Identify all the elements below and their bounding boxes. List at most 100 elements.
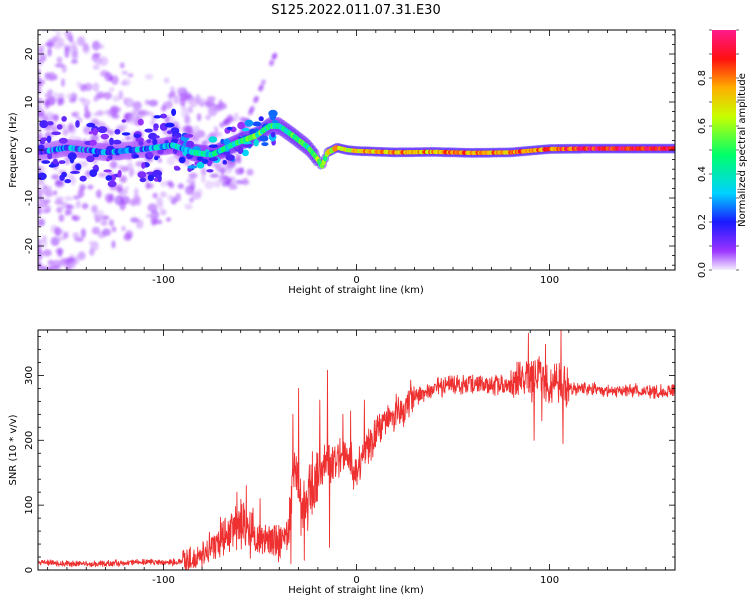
noise-blob: [51, 270, 60, 277]
noise-blob: [166, 217, 171, 222]
noise-blob: [72, 215, 81, 221]
signal-blob: [144, 128, 153, 133]
signal-blob: [89, 139, 97, 146]
noise-blob: [38, 57, 44, 67]
noise-blob: [35, 272, 44, 281]
noise-blob: [38, 244, 42, 253]
noise-blob: [38, 104, 43, 111]
noise-blob: [148, 99, 158, 107]
noise-blob: [177, 183, 185, 190]
signal-blob: [46, 135, 52, 143]
noise-blob: [77, 251, 86, 261]
noise-blob: [216, 168, 226, 173]
noise-blob: [146, 183, 154, 189]
noise-blob: [51, 174, 60, 180]
noise-blob: [188, 197, 195, 203]
signal-blob: [164, 122, 175, 128]
noise-blob: [187, 97, 194, 105]
noise-blob: [64, 196, 73, 201]
x-tick-label: 0: [353, 575, 359, 586]
signal-blob: [103, 169, 112, 173]
signal-blob: [139, 177, 147, 183]
noise-blob: [65, 209, 73, 216]
noise-blob: [38, 238, 41, 245]
noise-blob: [55, 180, 63, 185]
noise-blob: [38, 207, 43, 216]
noise-blob: [38, 110, 45, 118]
signal-blob: [237, 146, 244, 155]
noise-blob: [47, 89, 53, 95]
noise-blob: [116, 184, 123, 192]
noise-blob: [104, 72, 113, 82]
signal-blob: [64, 179, 72, 184]
noise-blob: [209, 173, 219, 178]
noise-blob: [52, 259, 61, 269]
noise-blob: [191, 191, 202, 200]
signal-blob: [153, 127, 158, 131]
noise-blob: [130, 217, 139, 223]
noise-blob: [193, 125, 200, 134]
noise-blob: [38, 51, 45, 58]
noise-blob: [58, 214, 65, 222]
signal-blob: [202, 158, 209, 164]
noise-blob: [166, 156, 176, 166]
noise-blob: [150, 214, 157, 219]
noise-blob: [38, 44, 45, 52]
noise-blob: [41, 15, 46, 25]
noise-blob: [53, 190, 58, 196]
noise-blob: [121, 225, 126, 232]
noise-blob: [246, 168, 254, 176]
noise-blob: [87, 184, 94, 190]
signal-blob: [92, 166, 99, 170]
signal-blob: [97, 126, 108, 134]
signal-blob: [86, 122, 96, 128]
signal-blob: [183, 133, 194, 138]
noise-blob: [57, 248, 63, 258]
noise-blob: [76, 200, 81, 209]
signal-blob: [58, 137, 68, 144]
noise-blob: [92, 82, 100, 92]
y-tick-label: 300: [24, 366, 35, 385]
signal-blob: [52, 158, 58, 165]
noise-blob: [138, 110, 149, 116]
signal-blob: [117, 170, 122, 178]
noise-blob: [213, 126, 219, 131]
noise-blob: [208, 106, 218, 114]
signal-blob: [67, 152, 77, 161]
signal-blob: [171, 108, 177, 117]
noise-blob: [239, 116, 245, 121]
signal-blob: [242, 143, 253, 148]
colorbar-gradient: [712, 30, 736, 270]
signal-blob: [185, 140, 195, 148]
noise-blob: [46, 185, 53, 191]
noise-blob: [228, 183, 238, 190]
noise-blob: [108, 87, 115, 92]
signal-blob: [75, 120, 80, 128]
signal-blob: [146, 139, 152, 144]
noise-blob: [95, 189, 102, 199]
signal-blob: [261, 142, 269, 147]
x-tick-label: 100: [540, 275, 559, 286]
noise-blob: [61, 201, 69, 210]
noise-blob: [39, 265, 48, 270]
noise-blob: [150, 119, 156, 126]
noise-blob: [102, 228, 111, 236]
noise-blob: [167, 92, 173, 99]
signal-blob: [241, 127, 250, 132]
noise-blob: [160, 209, 167, 216]
noise-blob: [81, 98, 91, 107]
figure-title: S125.2022.011.07.31.E30: [271, 3, 440, 18]
noise-blob: [93, 57, 103, 65]
noise-blob: [117, 164, 124, 170]
noise-blob: [58, 259, 67, 267]
signal-blob: [170, 127, 180, 135]
signal-blob: [138, 140, 144, 146]
noise-blob: [62, 128, 68, 136]
noise-blob: [35, 17, 43, 26]
noise-blob: [70, 175, 76, 186]
noise-blob: [68, 122, 74, 132]
noise-blob: [49, 96, 56, 105]
colorbar-tick-label: 0.2: [697, 214, 708, 230]
noise-blob: [233, 112, 239, 122]
noise-blob: [111, 240, 116, 249]
